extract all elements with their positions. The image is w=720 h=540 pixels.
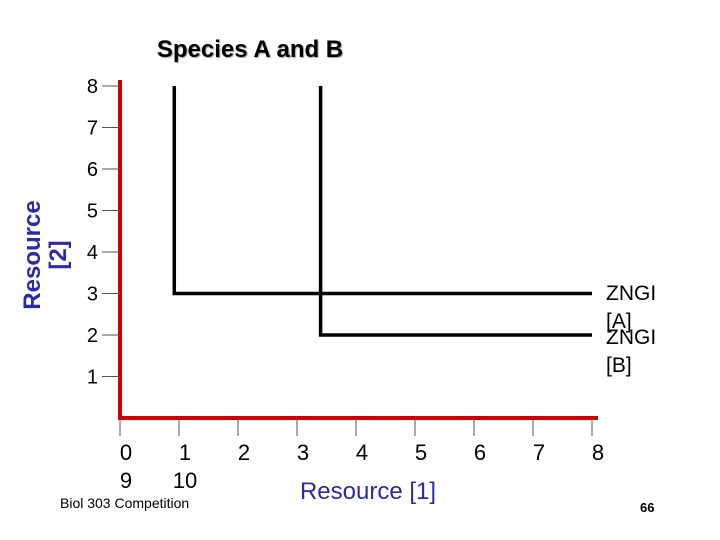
x-tick-label-7: 7 <box>533 440 545 465</box>
x-tick-label-5: 5 <box>415 440 427 465</box>
y-tick-label-7: 7 <box>87 118 98 140</box>
x-tick-label-1: 1 10 <box>173 440 197 493</box>
x-tick-label-3: 3 <box>297 440 309 465</box>
zngi-line-b <box>318 86 592 337</box>
y-tick-label-4: 4 <box>87 242 98 264</box>
x-tick-label-4: 4 <box>356 440 368 465</box>
y-tick-label-3: 3 <box>87 284 98 306</box>
y-tick-label-1: 1 <box>87 367 98 389</box>
zngi-label-a: ZNGI [A] <box>606 282 656 333</box>
slide-footer: Biol 303 Competition <box>60 495 190 511</box>
zngi-line-a <box>172 86 592 296</box>
y-tick-label-6: 6 <box>87 159 98 181</box>
x-tick-label-6: 6 <box>474 440 486 465</box>
x-tick-label-8: 8 <box>592 440 604 465</box>
y-tick-label-8: 8 <box>87 76 98 98</box>
chart-title: Species A and B <box>156 36 344 63</box>
zngi-label-b: ZNGI [B] <box>606 326 656 377</box>
page-number: 66 <box>640 500 655 515</box>
y-tick-label-5: 5 <box>87 201 98 223</box>
y-tick-label-2: 2 <box>87 325 98 347</box>
x-axis-label: Resource [1] <box>300 478 436 505</box>
x-tick-label-2: 2 <box>238 440 250 465</box>
